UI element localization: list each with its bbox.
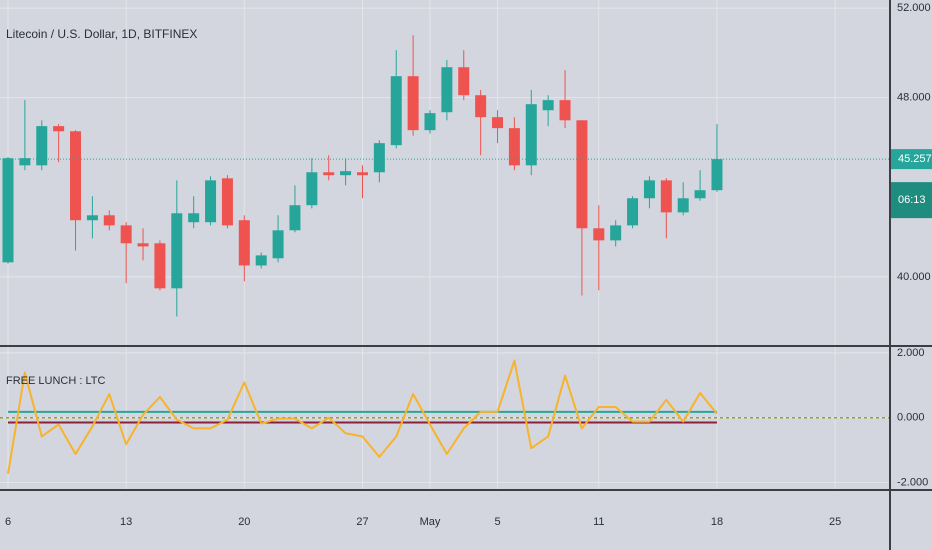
candle-body	[559, 100, 571, 121]
candle-body	[660, 180, 672, 213]
candle-body	[323, 172, 335, 176]
y-tick-label: 0.000	[897, 412, 925, 424]
candle-body	[205, 180, 217, 223]
candle-body	[120, 225, 132, 244]
candle-body	[711, 159, 723, 191]
x-tick-label: 11	[593, 516, 604, 528]
candle-body	[441, 67, 453, 113]
candle-body	[221, 178, 233, 226]
y-tick-label: 52.000	[897, 2, 931, 14]
candle-body	[340, 171, 352, 176]
candle-body	[19, 158, 31, 166]
indicator-title: FREE LUNCH : LTC	[6, 375, 105, 387]
candle-body	[610, 225, 622, 241]
candle-body	[407, 76, 419, 131]
candle-body	[373, 143, 385, 173]
candle-body	[458, 67, 470, 96]
y-tick-label: -2.000	[897, 476, 928, 488]
candle-body	[137, 243, 149, 247]
candle-body	[593, 228, 605, 241]
candle-body	[86, 215, 98, 221]
candle-body	[424, 113, 436, 131]
x-tick-label: 20	[238, 516, 250, 528]
candle-body	[306, 172, 318, 206]
candle-body	[542, 100, 554, 111]
candle-body	[53, 126, 65, 132]
candle-body	[154, 243, 166, 289]
last-price-label: 45.257	[898, 153, 932, 165]
candle-body	[188, 213, 200, 223]
candle-body	[627, 198, 639, 226]
last-price-box	[891, 149, 932, 170]
y-tick-label: 40.000	[897, 271, 931, 283]
candle-body	[475, 95, 487, 118]
indicator-line	[7, 359, 718, 474]
candle-body	[643, 180, 655, 199]
candle-body	[525, 104, 537, 166]
candle-body	[356, 172, 368, 176]
candle-body	[508, 128, 520, 166]
y-tick-label: 48.000	[897, 92, 931, 104]
candle-body	[171, 213, 183, 289]
candle-body	[576, 120, 588, 229]
candle-body	[2, 158, 14, 263]
x-tick-label: 25	[829, 516, 841, 528]
labels-layer: Litecoin / U.S. Dollar, 1D, BITFINEX FRE…	[5, 2, 932, 528]
candle-body	[390, 76, 402, 146]
x-tick-label: 27	[356, 516, 368, 528]
candle-body	[289, 205, 301, 231]
candle-body	[492, 117, 504, 129]
candle-body	[255, 255, 267, 266]
y-tick-label: 2.000	[897, 347, 925, 359]
marks-layer	[0, 35, 890, 474]
countdown-label: 06:13	[898, 194, 926, 206]
x-tick-label: 6	[5, 516, 11, 528]
candle-body	[103, 215, 115, 226]
candle-body	[694, 190, 706, 199]
candle-body	[70, 131, 82, 221]
chart-title: Litecoin / U.S. Dollar, 1D, BITFINEX	[6, 27, 197, 41]
candle-body	[272, 230, 284, 259]
x-tick-label: May	[420, 516, 441, 528]
x-tick-label: 13	[120, 516, 132, 528]
x-tick-label: 5	[494, 516, 500, 528]
candle-body	[36, 126, 48, 166]
countdown-box	[891, 182, 932, 219]
candle-body	[238, 220, 250, 266]
x-tick-label: 18	[711, 516, 723, 528]
candle-body	[677, 198, 689, 213]
